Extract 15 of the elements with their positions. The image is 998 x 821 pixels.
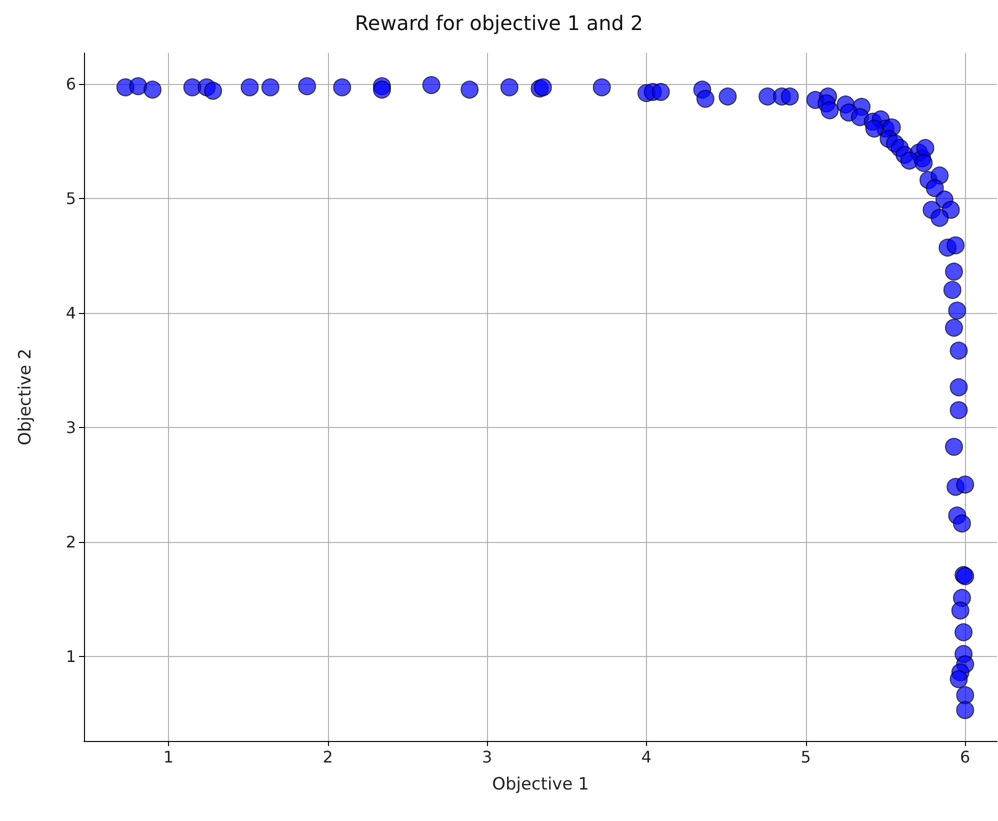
x-axis-title: Objective 1 (492, 774, 589, 794)
x-tick-label: 1 (163, 748, 174, 766)
x-tick-label: 4 (641, 748, 652, 766)
y-tick-label: 5 (66, 188, 76, 208)
x-tick-label: 6 (960, 748, 970, 766)
chart-title: Reward for objective 1 and 2 (354, 11, 644, 35)
y-tick-label: 1 (66, 646, 76, 666)
x-tick-label: 2 (322, 748, 333, 766)
y-tick-label: 2 (66, 532, 76, 552)
x-tick-label: 3 (482, 748, 492, 766)
y-tick-label: 4 (66, 303, 76, 322)
y-axis-title: Objective 2 (16, 348, 36, 446)
x-tick-label: 5 (800, 748, 811, 766)
y-tick-label: 6 (66, 74, 76, 94)
y-tick-label: 3 (66, 418, 76, 437)
